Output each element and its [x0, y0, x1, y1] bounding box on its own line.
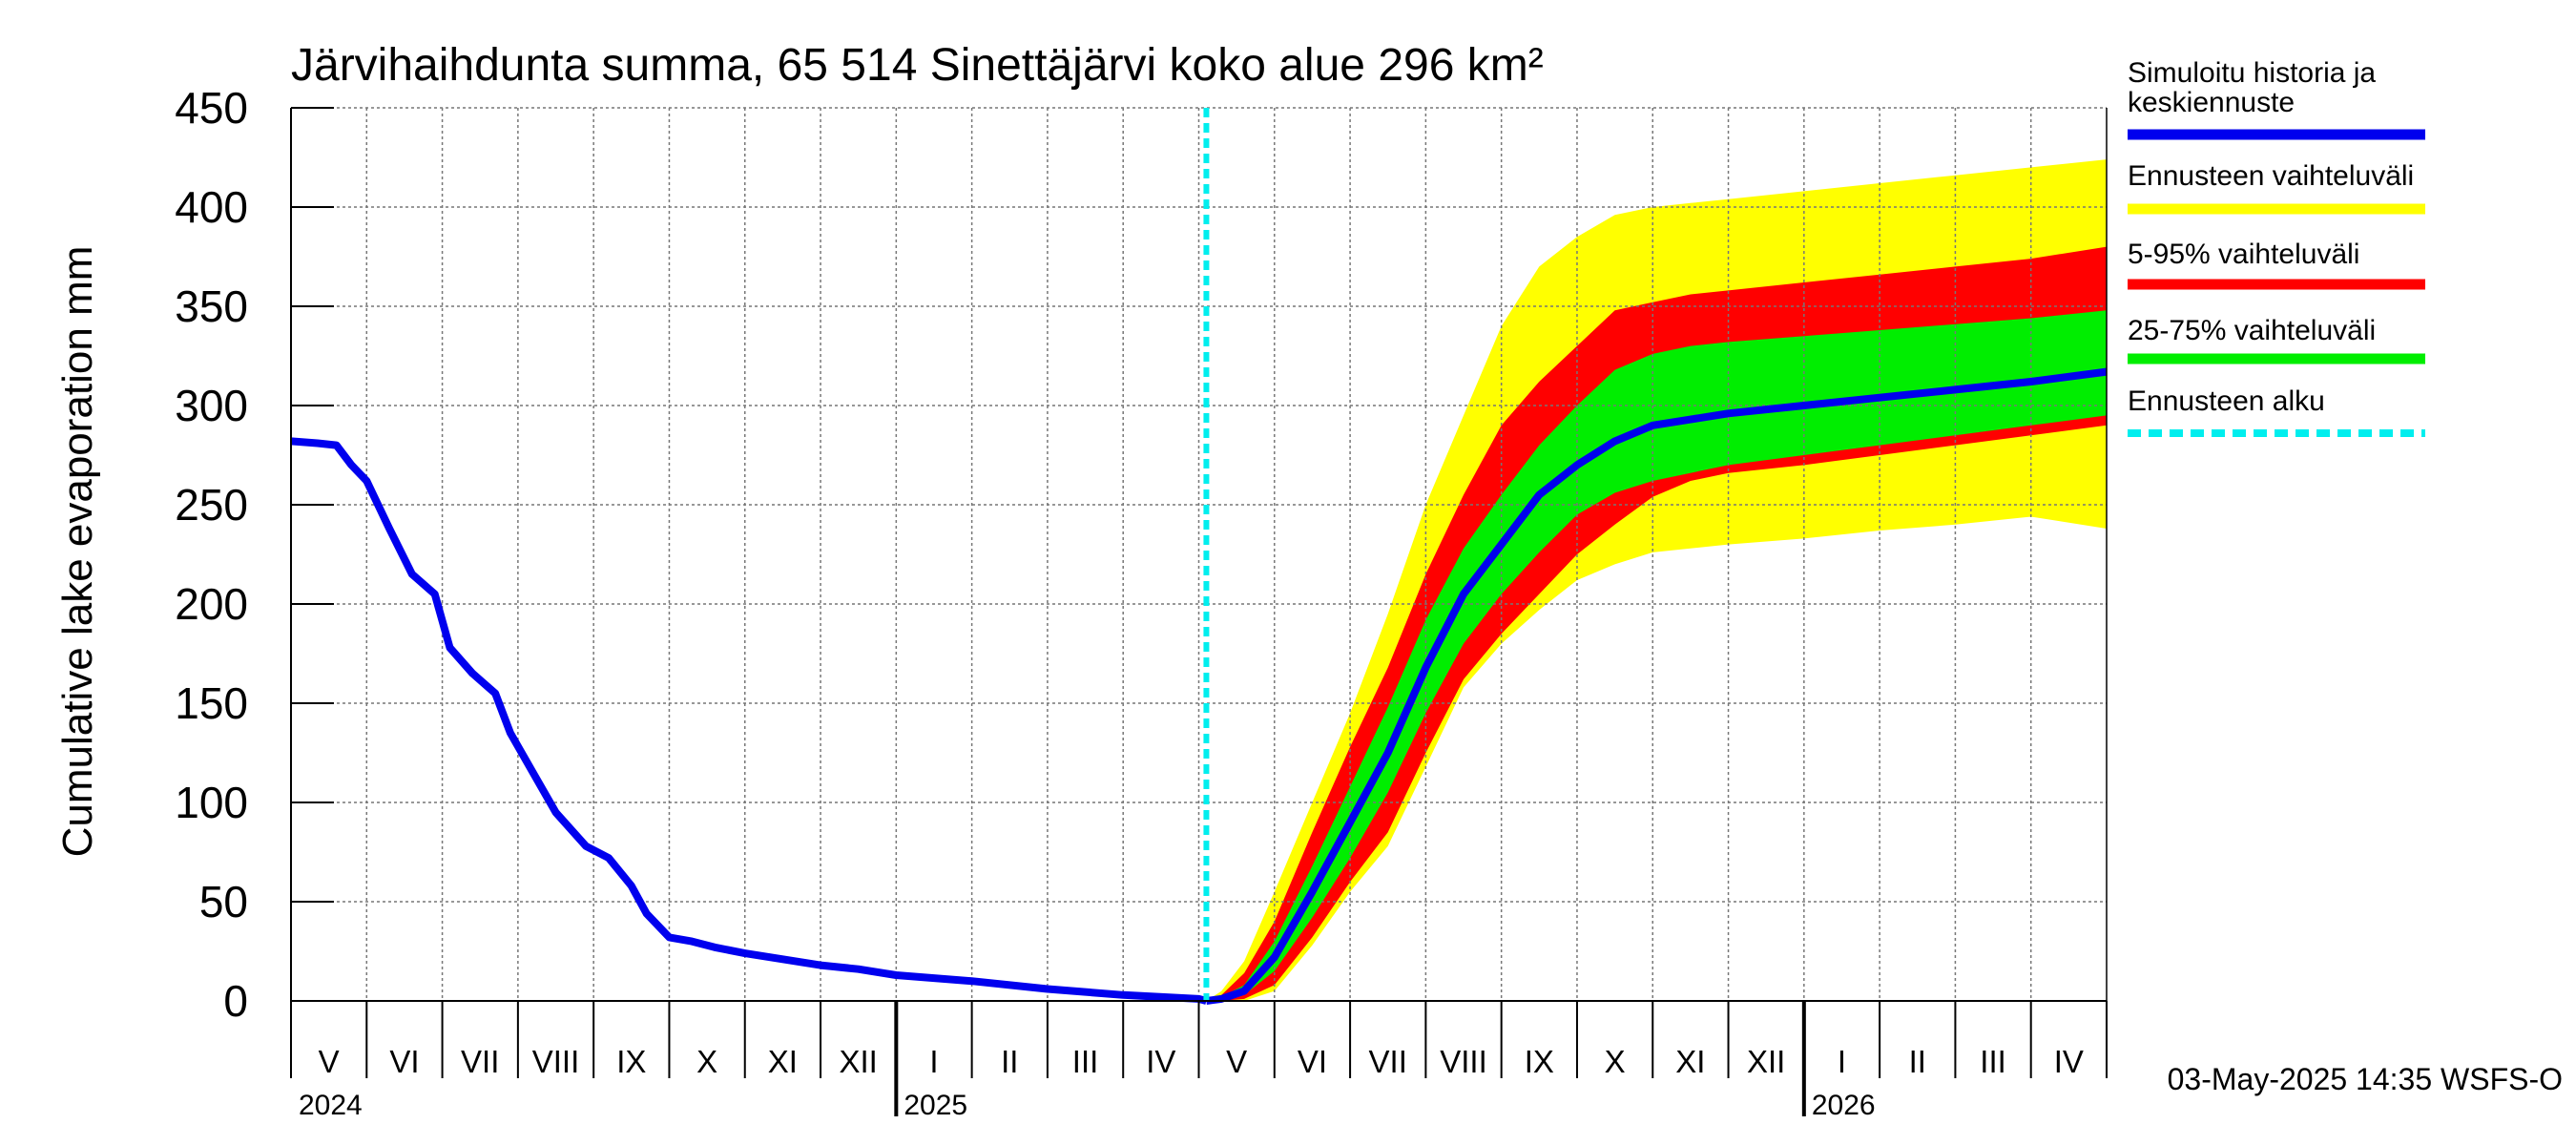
y-tick-label: 250 — [175, 480, 248, 530]
y-tick-label: 0 — [223, 976, 248, 1026]
y-tick-label: 200 — [175, 579, 248, 629]
timestamp: 03-May-2025 14:35 WSFS-O — [2168, 1062, 2563, 1096]
y-tick-label: 450 — [175, 83, 248, 133]
legend-history-label-line1: Simuloitu historia ja — [2128, 57, 2376, 89]
x-month-label: XII — [840, 1044, 878, 1079]
x-month-label: X — [696, 1044, 717, 1079]
legend-range-label: Ennusteen vaihteluväli — [2128, 160, 2414, 192]
x-month-label: VI — [1298, 1044, 1327, 1079]
y-tick-label: 100 — [175, 778, 248, 827]
x-month-label: IX — [1525, 1044, 1554, 1079]
legend: Simuloitu historia ja keskiennuste Ennus… — [2128, 57, 2425, 437]
x-month-label: IX — [616, 1044, 646, 1079]
x-month-label: I — [1838, 1044, 1846, 1079]
legend-25-75-label: 25-75% vaihteluväli — [2128, 315, 2376, 346]
x-month-label: IV — [1146, 1044, 1175, 1079]
x-month-label: VII — [1369, 1044, 1407, 1079]
x-year-label: 2026 — [1812, 1090, 1876, 1121]
x-month-label: I — [929, 1044, 938, 1079]
x-month-label: XI — [768, 1044, 798, 1079]
x-month-label: V — [1226, 1044, 1247, 1079]
series-lines — [290, 108, 2108, 1005]
chart-title: Järvihaihdunta summa, 65 514 Sinettäjärv… — [291, 40, 1544, 91]
x-month-label: II — [1909, 1044, 1926, 1079]
y-tick-label: 300 — [175, 381, 248, 430]
forecast-bands — [1206, 159, 2107, 1002]
x-month-label: III — [1980, 1044, 2006, 1079]
x-month-label: VIII — [1440, 1044, 1487, 1079]
x-month-label: III — [1072, 1044, 1099, 1079]
x-month-label: XI — [1675, 1044, 1705, 1079]
x-year-label: 2024 — [299, 1090, 363, 1121]
x-month-label: X — [1605, 1044, 1626, 1079]
legend-history-label-line2: keskiennuste — [2128, 87, 2295, 118]
x-month-label: II — [1001, 1044, 1018, 1079]
x-month-label: XII — [1747, 1044, 1785, 1079]
y-tick-label: 150 — [175, 678, 248, 728]
legend-5-95-label: 5-95% vaihteluväli — [2128, 239, 2359, 270]
x-month-label: VII — [461, 1044, 499, 1079]
y-tick-label: 50 — [199, 877, 248, 926]
x-year-label: 2025 — [904, 1090, 967, 1121]
legend-forecast-start-label: Ennusteen alku — [2128, 385, 2325, 417]
x-month-label: V — [319, 1044, 340, 1079]
history-line — [290, 437, 1208, 1005]
y-tick-label: 400 — [175, 182, 248, 232]
x-month-label: VIII — [532, 1044, 580, 1079]
median-forecast-line — [1205, 367, 2108, 1005]
y-axis-label: Cumulative lake evaporation mm — [54, 246, 101, 858]
x-month-label: IV — [2054, 1044, 2084, 1079]
grid-lines — [291, 107, 2107, 1001]
x-month-label: VI — [389, 1044, 419, 1079]
y-tick-label: 350 — [175, 281, 248, 331]
